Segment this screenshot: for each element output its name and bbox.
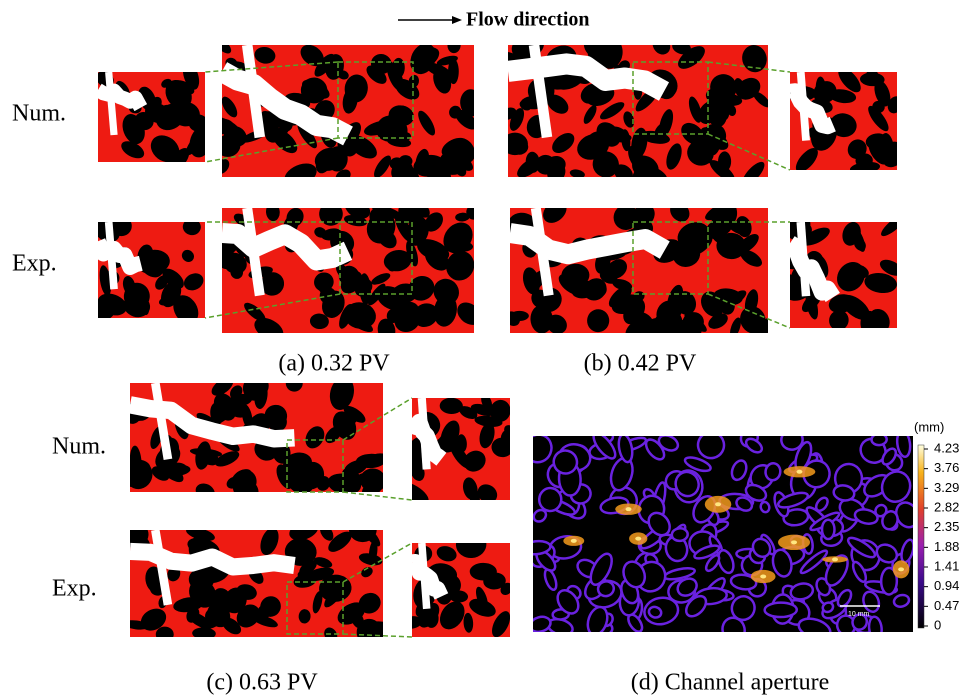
- invading-branch: [801, 72, 806, 141]
- colorbar-tick-label: 3.76: [934, 460, 959, 475]
- colorbar-tick-label: 4.23: [934, 440, 959, 455]
- caption: (c) 0.63 PV: [206, 670, 318, 696]
- flow-image: [493, 28, 773, 190]
- colorbar-tick-label: 0.47: [934, 598, 959, 613]
- flow-image: [502, 196, 774, 348]
- caption: (a) 0.32 PV: [278, 351, 390, 377]
- flow-image: [117, 369, 393, 506]
- colorbar-ticks: 4.23 3.76 3.29 2.82 2.35 1.88 1.41 0.94 0.47 0: [924, 440, 959, 632]
- flow-arrowhead: [452, 16, 462, 24]
- pore: [671, 528, 688, 542]
- flow-image: [207, 35, 483, 194]
- hot-core: [715, 502, 721, 506]
- caption: (b) 0.42 PV: [584, 351, 697, 377]
- row-label: Num.: [52, 434, 106, 460]
- hot-core: [791, 540, 797, 544]
- row-label: Exp.: [12, 251, 57, 277]
- colorbar-tick-label: 2.82: [934, 499, 959, 514]
- flow-image: [784, 64, 908, 176]
- flow-direction: Flow direction: [466, 9, 590, 31]
- figure: 10 mm Flow direction Num. Exp. Num. Exp.…: [0, 0, 972, 700]
- colorbar: [918, 445, 924, 628]
- colorbar-tick-label: 1.41: [934, 558, 959, 573]
- hot-core: [796, 470, 802, 474]
- colorbar-unit: (mm): [914, 419, 944, 434]
- colorbar-tick-label: 1.88: [934, 539, 959, 554]
- invading-branch: [422, 398, 427, 469]
- flow-image: [778, 211, 909, 338]
- scale-bar-label: 10 mm: [848, 611, 870, 618]
- row-label: Exp.: [52, 576, 97, 602]
- colorbar-tick-label: 3.29: [934, 480, 959, 495]
- images: 10 mm: [86, 28, 922, 648]
- flow-image: [395, 392, 516, 508]
- flow-image: [86, 212, 206, 328]
- colorbar-tick-label: 2.35: [934, 519, 959, 534]
- pore: [765, 602, 797, 617]
- pore: [764, 462, 781, 481]
- pore: [760, 501, 771, 513]
- pore: [871, 433, 887, 445]
- row-label: Num.: [12, 101, 66, 127]
- flow-image: [208, 190, 485, 345]
- invading-branch: [422, 543, 427, 609]
- flow-image: [402, 530, 515, 640]
- pore: [822, 520, 835, 540]
- zoom-line: [343, 492, 412, 500]
- hot-core: [832, 557, 838, 561]
- hot-core: [635, 537, 641, 541]
- flow-image: [120, 517, 395, 648]
- hot-core: [760, 574, 766, 578]
- pore: [538, 487, 562, 512]
- invading-branch: [109, 222, 114, 289]
- colorbar-tick-label: 0.94: [934, 578, 959, 593]
- caption: (d) Channel aperture: [631, 670, 830, 696]
- hot-core: [898, 567, 904, 571]
- hot-core: [626, 507, 632, 511]
- colorbar-tick-label: 0: [934, 617, 941, 632]
- invading-branch: [801, 222, 806, 296]
- hot-core: [571, 539, 577, 543]
- flow-image: [93, 60, 217, 174]
